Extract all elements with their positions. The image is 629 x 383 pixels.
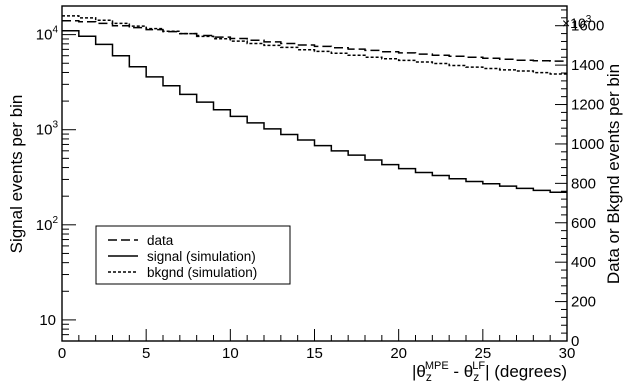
y-right-tick-label: 600 (571, 215, 596, 232)
legend-label-data: data (147, 233, 174, 248)
right-axis-multiplier-exp: 3 (586, 14, 592, 25)
y-left-tick-label: 10 (39, 312, 56, 329)
legend-entry-signal: signal (simulation) (108, 249, 256, 264)
x-axis: 0 5 10 15 20 25 30 (58, 329, 576, 362)
right-axis-multiplier: ×103 (562, 14, 592, 31)
legend-label-bkgnd: bkgnd (simulation) (147, 265, 257, 280)
x-tick-label: 0 (58, 345, 66, 362)
legend-entry-bkgnd: bkgnd (simulation) (108, 265, 257, 280)
x-tick-label: 10 (222, 345, 239, 362)
y-right-tick-label: 1600 (571, 18, 604, 35)
y-right-tick-label: 800 (571, 175, 596, 192)
y-axis-right-title: Data or Bkgnd events per bin (604, 64, 623, 284)
y-right-tick-label: 0 (571, 333, 579, 350)
plot-frame (61, 5, 568, 342)
y-left-tick-label: 102 (36, 215, 59, 234)
y-axis-left-title: Signal events per bin (7, 95, 26, 254)
y-right-tick-label: 400 (571, 254, 596, 271)
y-axis-left: 10 102 103 104 (36, 5, 76, 342)
y-right-tick-label: 1200 (571, 97, 604, 114)
x-tick-label: 15 (306, 345, 323, 362)
series-layer (62, 15, 567, 193)
y-left-tick-label: 104 (36, 25, 59, 44)
legend: data signal (simulation) bkgnd (simulati… (95, 225, 291, 285)
x-tick-label: 25 (474, 345, 491, 362)
x-tick-label: 20 (390, 345, 407, 362)
legend-label-signal: signal (simulation) (147, 249, 256, 264)
legend-entry-data: data (108, 233, 174, 248)
series-signal (62, 29, 567, 193)
y-right-tick-label: 1000 (571, 136, 604, 153)
y-right-tick-label: 200 (571, 294, 596, 311)
legend-box (95, 225, 291, 285)
x-axis-title: |θzMPE - θzLF| (degrees) (412, 360, 567, 383)
y-axis-right: 0 200 400 600 800 1000 1200 1400 1600 (555, 9, 604, 350)
x-tick-label: 5 (142, 345, 150, 362)
y-right-tick-label: 1400 (571, 57, 604, 74)
y-left-tick-label: 103 (36, 120, 59, 139)
series-bkgnd (62, 15, 567, 75)
x-tick-label: 30 (559, 345, 576, 362)
